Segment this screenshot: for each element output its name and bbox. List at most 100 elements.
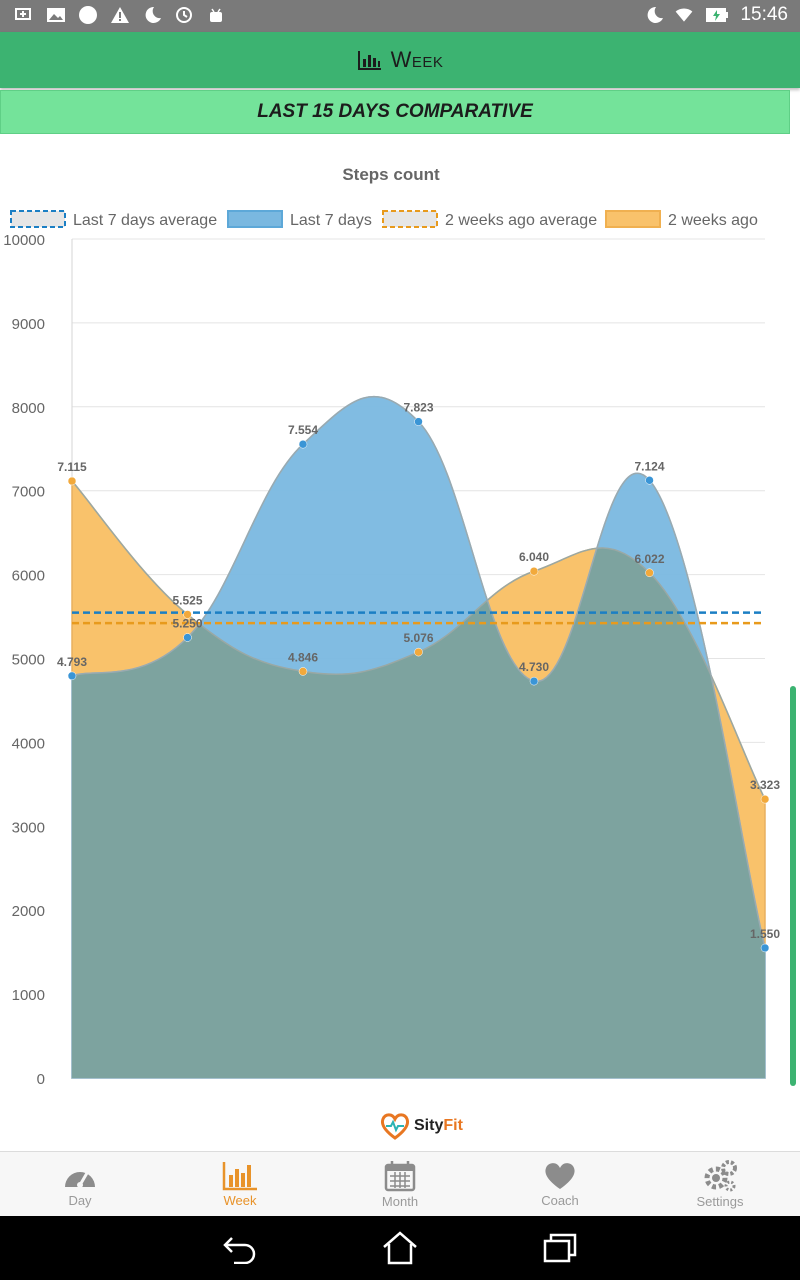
android-icon: [210, 8, 222, 22]
usb-icon: [15, 8, 31, 20]
y-tick-label: 8000: [12, 400, 45, 417]
legend-label: Last 7 days average: [73, 212, 217, 229]
warning-icon: [111, 7, 129, 23]
nav-day[interactable]: Day: [0, 1152, 160, 1217]
nav-week[interactable]: Week: [160, 1152, 320, 1217]
legend-swatch: [10, 210, 66, 228]
app-header: Week: [0, 32, 800, 88]
y-tick-label: 0: [37, 1071, 45, 1088]
data-label: 5.076: [403, 631, 433, 645]
bar-chart-icon: [222, 1162, 257, 1191]
data-label: 5.250: [172, 617, 202, 631]
nav-label: Coach: [541, 1193, 579, 1208]
nav-settings[interactable]: Settings: [640, 1152, 800, 1217]
steps-chart-svg: Steps count Last 7 days average Last 7 day…: [3, 165, 780, 1088]
nav-label: Settings: [696, 1194, 744, 1209]
point-last-7-days: [298, 439, 308, 449]
clock: 15:46: [740, 4, 788, 25]
nav-coach[interactable]: Coach: [480, 1152, 640, 1217]
point-2-weeks-ago: [67, 476, 77, 486]
page-title: Week: [390, 47, 444, 72]
section-title: LAST 15 DAYS COMPARATIVE: [257, 101, 533, 122]
point-2-weeks-ago: [645, 568, 654, 578]
legend-2weeks-average: 2 weeks ago average: [382, 210, 597, 229]
data-label: 4.846: [288, 650, 318, 664]
line-last-7-days: [71, 395, 766, 949]
data-label: 1.550: [750, 927, 780, 941]
point-last-7-days: [183, 633, 192, 642]
y-tick-label: 7000: [12, 484, 45, 501]
data-label: 7.823: [403, 401, 433, 415]
data-label: 7.115: [57, 460, 87, 474]
status-bar: 15:46: [0, 0, 800, 32]
legend-label: Last 7 days: [290, 212, 372, 229]
nav-label: Week: [223, 1193, 257, 1208]
recents-button[interactable]: [540, 1228, 580, 1268]
point-2-weeks-ago: [529, 566, 539, 576]
y-tick-label: 2000: [12, 903, 45, 920]
legend-2weeks: 2 weeks ago: [605, 210, 758, 229]
point-2-weeks-ago: [414, 647, 423, 657]
data-label: 3.323: [750, 778, 780, 792]
moon-icon: [648, 6, 664, 23]
heart-pulse-icon: [380, 1113, 410, 1140]
steps-chart: Steps count Last 7 days average Last 7 day…: [0, 140, 790, 1110]
sityfit-logo: SityFit: [380, 1112, 463, 1140]
gears-icon: [704, 1160, 737, 1192]
data-label: 4.730: [519, 660, 549, 674]
section-banner: LAST 15 DAYS COMPARATIVE: [0, 90, 790, 134]
legend-label: 2 weeks ago: [668, 212, 758, 229]
moon-icon: [145, 6, 161, 23]
y-tick-label: 6000: [12, 568, 45, 585]
nav-label: Day: [68, 1193, 92, 1208]
gauge-icon: [65, 1172, 95, 1188]
scrollbar[interactable]: [790, 686, 796, 1086]
y-tick-label: 5000: [12, 652, 45, 669]
point-last-7-days: [529, 676, 539, 686]
image-icon: [47, 8, 65, 22]
point-last-7-days: [414, 417, 423, 426]
battery-charging-icon: [706, 8, 729, 22]
legend-last7-average: Last 7 days average: [10, 210, 217, 229]
heart-icon: [545, 1163, 575, 1189]
recents-icon: [543, 1233, 577, 1263]
data-label: 4.793: [57, 655, 87, 669]
y-tick-label: 3000: [12, 819, 45, 836]
data-label: 5.525: [172, 593, 202, 607]
brand-name: SityFit: [414, 1117, 463, 1135]
point-2-weeks-ago: [298, 667, 308, 676]
legend-label: 2 weeks ago average: [445, 212, 597, 229]
bar-chart-icon: [357, 51, 381, 70]
point-last-7-days: [760, 943, 770, 953]
data-label: 7.124: [634, 459, 664, 473]
nav-month[interactable]: Month: [320, 1152, 480, 1217]
system-indicators: 15:46: [644, 4, 788, 26]
y-tick-label: 9000: [12, 316, 45, 333]
point-last-7-days: [67, 671, 77, 681]
data-label: 6.022: [634, 552, 664, 566]
notification-icons: [14, 5, 226, 25]
wifi-icon: [676, 8, 693, 22]
legend-swatch: [227, 210, 283, 228]
home-button[interactable]: [380, 1228, 420, 1268]
legend-swatch: [382, 210, 438, 228]
point-last-7-days: [645, 476, 654, 485]
bottom-navigation: Day Week Month Coach S: [0, 1151, 800, 1217]
y-tick-label: 1000: [12, 987, 45, 1004]
nav-label: Month: [381, 1194, 419, 1209]
point-2-weeks-ago: [183, 610, 192, 619]
legend-last7: Last 7 days: [227, 210, 372, 229]
brand-name-part-1: Sity: [414, 1117, 444, 1134]
home-icon: [383, 1231, 417, 1265]
data-label: 6.040: [519, 550, 549, 564]
circle-icon: [79, 6, 97, 24]
chart-title: Steps count: [342, 165, 440, 184]
brand-name-part-2: Fit: [443, 1117, 463, 1134]
back-button[interactable]: [220, 1228, 260, 1268]
system-navigation-bar: [0, 1216, 800, 1280]
back-icon: [223, 1237, 256, 1264]
y-tick-label: 10000: [3, 232, 45, 249]
y-tick-label: 4000: [12, 735, 45, 752]
calendar-icon: [384, 1161, 416, 1192]
data-label: 7.554: [288, 423, 318, 437]
